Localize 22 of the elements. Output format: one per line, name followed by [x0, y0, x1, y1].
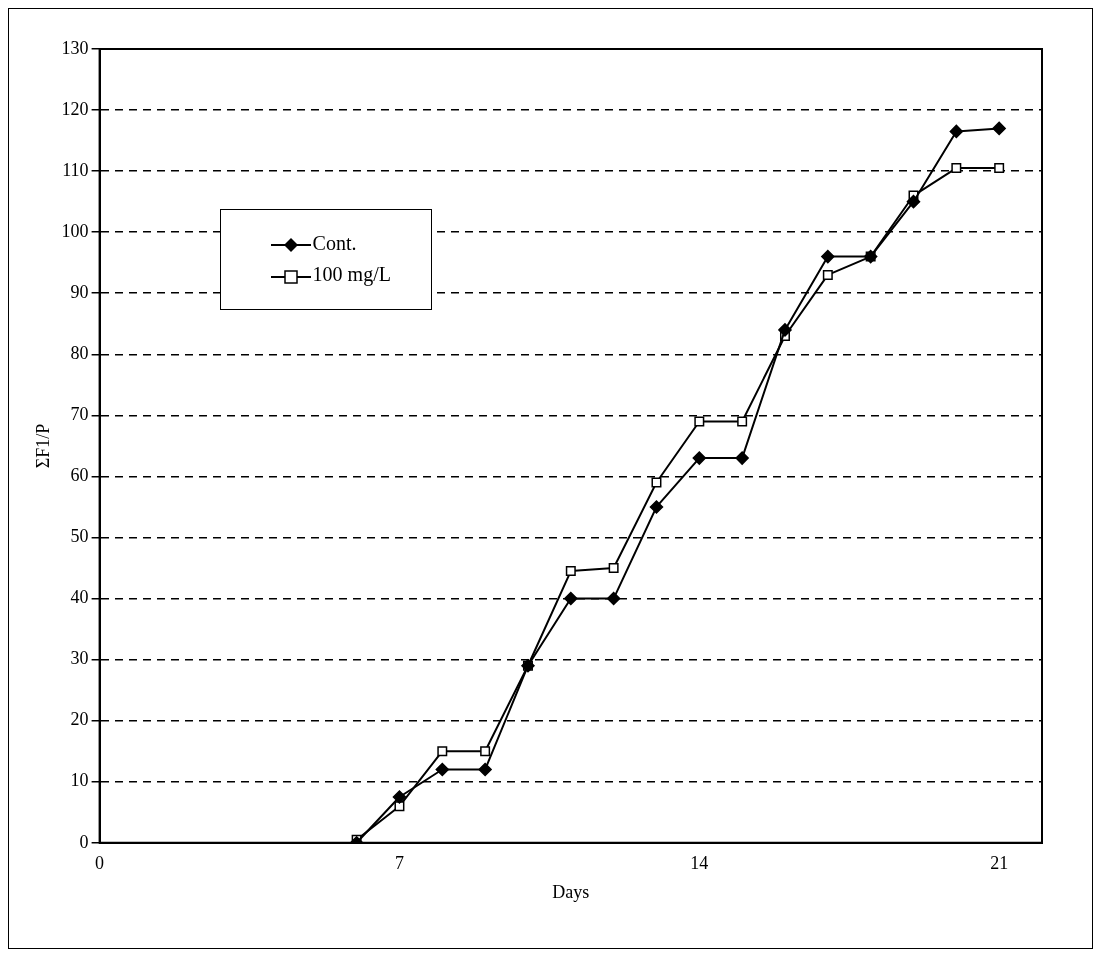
y-tick-label: 110 [62, 159, 89, 180]
y-tick-label: 60 [70, 465, 89, 486]
y-tick-label: 80 [70, 343, 89, 364]
y-tick-label: 130 [61, 37, 89, 58]
y-tick-label: 40 [70, 587, 89, 608]
y-tick-label: 70 [70, 404, 89, 425]
x-tick-label: 21 [990, 853, 1009, 874]
y-tick-label: 90 [70, 281, 89, 302]
y-tick-label: 50 [70, 526, 89, 547]
y-tick-label: 20 [70, 709, 89, 730]
y-tick-label: 10 [70, 770, 89, 791]
x-tick-label: 7 [394, 853, 404, 874]
legend-label: Cont. [312, 232, 357, 254]
x-axis-title: Days [552, 881, 590, 902]
legend-label: 100 mg/L [312, 263, 391, 286]
y-tick-label: 0 [79, 831, 89, 852]
x-tick-label: 0 [95, 853, 105, 874]
y-tick-label: 120 [61, 98, 89, 119]
y-tick-label: 30 [70, 648, 89, 669]
y-tick-label: 100 [61, 220, 89, 241]
x-tick-label: 14 [690, 853, 709, 874]
y-axis-title: ΣF1/P [32, 423, 53, 469]
